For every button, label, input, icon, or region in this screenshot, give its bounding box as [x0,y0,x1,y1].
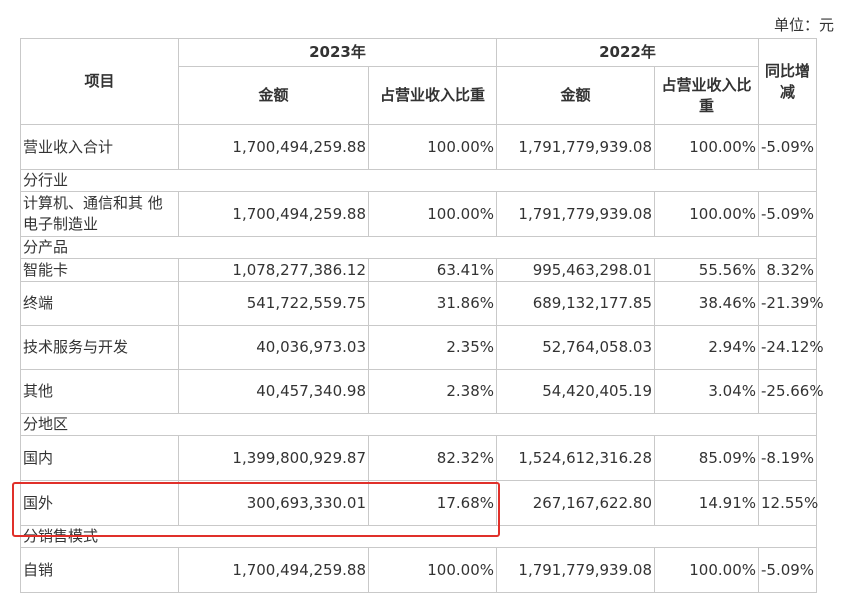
section-row: 分地区 [20,413,817,436]
table-row: 计算机、通信和其 他电子制造业 1,700,494,259.88 100.00%… [20,191,817,237]
yoy-change: -25.66% [758,369,824,414]
header-amount-2023: 金额 [178,66,369,125]
amount-2022: 689,132,177.85 [496,281,655,326]
ratio-2023: 63.41% [368,258,497,282]
amount-2023: 541,722,559.75 [178,281,369,326]
ratio-2023: 2.38% [368,369,497,414]
table-row: 终端 541,722,559.75 31.86% 689,132,177.85 … [20,281,824,326]
yoy-change: -21.39% [758,281,824,326]
row-label: 国内 [20,435,179,481]
amount-2022: 54,420,405.19 [496,369,655,414]
amount-2022: 1,791,779,939.08 [496,547,655,593]
row-label: 自销 [20,547,179,593]
row-label: 国外 [20,480,179,526]
amount-2022: 267,167,622.80 [496,480,655,526]
row-label: 其他 [20,369,179,414]
amount-2023: 40,457,340.98 [178,369,369,414]
ratio-2022: 55.56% [654,258,759,282]
yoy-change: -5.09% [758,124,817,170]
amount-2023: 40,036,973.03 [178,325,369,370]
yoy-change: 12.55% [758,480,818,526]
ratio-2022: 3.04% [654,369,759,414]
ratio-2022: 2.94% [654,325,759,370]
amount-2022: 1,791,779,939.08 [496,124,655,170]
section-row: 分销售模式 [20,525,817,548]
ratio-2023: 31.86% [368,281,497,326]
ratio-2023: 100.00% [368,124,497,170]
table-row: 国外 300,693,330.01 17.68% 267,167,622.80 … [20,480,818,526]
amount-2022: 1,791,779,939.08 [496,191,655,237]
table-row: 国内 1,399,800,929.87 82.32% 1,524,612,316… [20,435,817,481]
yoy-change: -5.09% [758,191,817,237]
ratio-2023: 17.68% [368,480,497,526]
row-label: 终端 [20,281,179,326]
header-item: 项目 [20,38,179,125]
header-year-2022: 2022年 [496,38,759,67]
header-ratio-2023: 占营业收入比重 [368,66,497,125]
header-year-2023: 2023年 [178,38,497,67]
row-label: 计算机、通信和其 他电子制造业 [20,191,179,237]
ratio-2023: 100.00% [368,547,497,593]
ratio-2023: 100.00% [368,191,497,237]
row-label: 营业收入合计 [20,124,179,170]
yoy-change: -24.12% [758,325,824,370]
amount-2023: 1,078,277,386.12 [178,258,369,282]
table-row: 自销 1,700,494,259.88 100.00% 1,791,779,93… [20,547,817,593]
amount-2023: 1,700,494,259.88 [178,124,369,170]
table-row: 智能卡 1,078,277,386.12 63.41% 995,463,298.… [20,258,817,282]
table-row: 技术服务与开发 40,036,973.03 2.35% 52,764,058.0… [20,325,824,370]
section-label: 分产品 [20,236,817,259]
amount-2022: 1,524,612,316.28 [496,435,655,481]
header-ratio-2022: 占营业收入比重 [654,66,759,125]
section-label: 分地区 [20,413,817,436]
row-label: 技术服务与开发 [20,325,179,370]
unit-label: 单位：元 [773,16,834,34]
ratio-2023: 82.32% [368,435,497,481]
table-row: 营业收入合计 1,700,494,259.88 100.00% 1,791,77… [20,124,817,170]
section-row: 分行业 [20,169,817,192]
amount-2022: 52,764,058.03 [496,325,655,370]
header-yoy: 同比增减 [758,38,817,125]
yoy-change: 8.32% [758,258,817,282]
ratio-2022: 85.09% [654,435,759,481]
ratio-2023: 2.35% [368,325,497,370]
amount-2023: 1,700,494,259.88 [178,191,369,237]
table-row: 其他 40,457,340.98 2.38% 54,420,405.19 3.0… [20,369,824,414]
ratio-2022: 100.00% [654,547,759,593]
section-label: 分销售模式 [20,525,817,548]
row-label: 智能卡 [20,258,179,282]
header-amount-2022: 金额 [496,66,655,125]
amount-2022: 995,463,298.01 [496,258,655,282]
yoy-change: -8.19% [758,435,817,481]
yoy-change: -5.09% [758,547,817,593]
ratio-2022: 100.00% [654,124,759,170]
ratio-2022: 38.46% [654,281,759,326]
amount-2023: 1,399,800,929.87 [178,435,369,481]
revenue-table: 项目 2023年 2022年 同比增减 金额 占营业收入比重 金额 占营业收入比… [20,38,824,593]
ratio-2022: 14.91% [654,480,759,526]
amount-2023: 300,693,330.01 [178,480,369,526]
section-row: 分产品 [20,236,817,259]
section-label: 分行业 [20,169,817,192]
amount-2023: 1,700,494,259.88 [178,547,369,593]
ratio-2022: 100.00% [654,191,759,237]
